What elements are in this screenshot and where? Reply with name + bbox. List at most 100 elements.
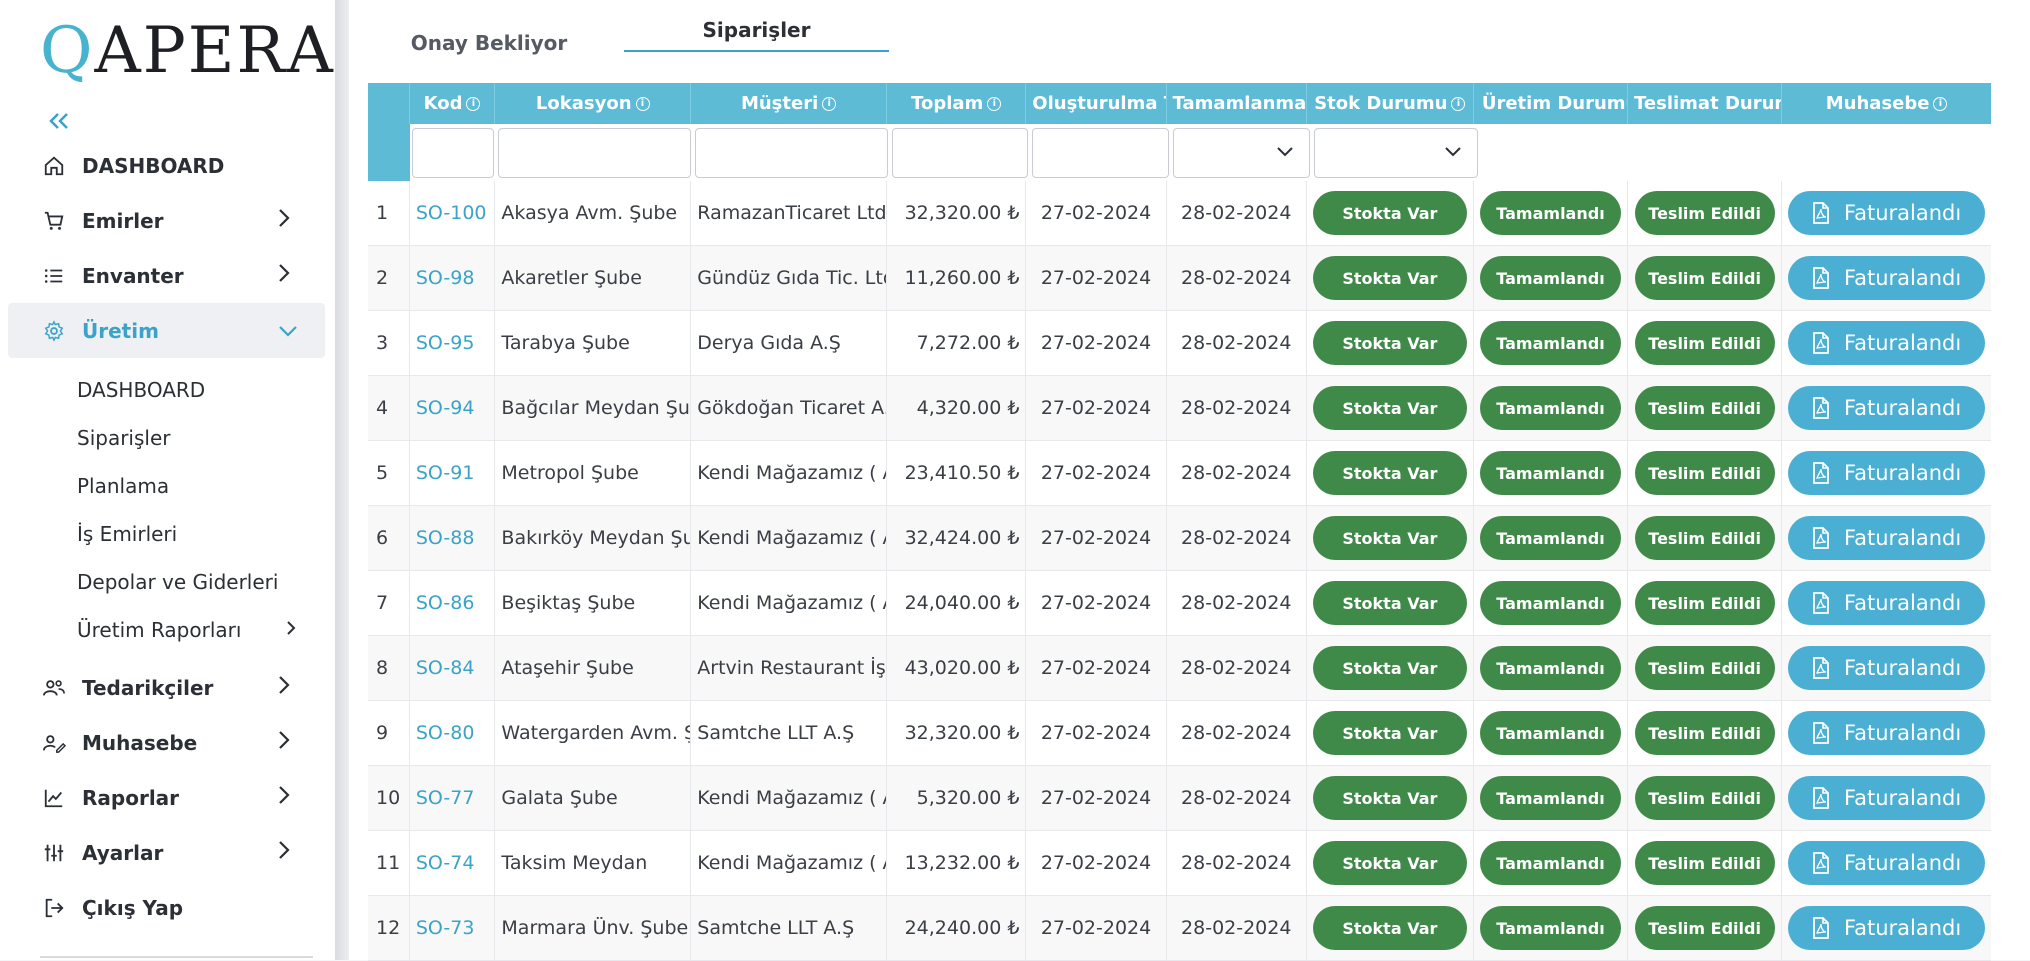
delivery-status-badge[interactable]: Teslim Edildi xyxy=(1634,711,1775,755)
sidebar-item-ayarlar[interactable]: Ayarlar xyxy=(8,825,325,880)
table-row[interactable]: 9 SO-80 Watergarden Avm. Şube Samtche LL… xyxy=(368,701,1991,766)
stock-status-badge[interactable]: Stokta Var xyxy=(1312,516,1467,560)
sidebar-item-emirler[interactable]: Emirler xyxy=(8,193,325,248)
production-status-badge[interactable]: Tamamlandı xyxy=(1479,646,1621,690)
header-musteri[interactable]: Müşteri i xyxy=(691,83,888,124)
table-row[interactable]: 6 SO-88 Bakırköy Meydan Şube Kendi Mağaz… xyxy=(368,506,1991,571)
delivery-status-badge[interactable]: Teslim Edildi xyxy=(1634,841,1775,885)
sidebar-item-muhasebe[interactable]: Muhasebe xyxy=(8,715,325,770)
stock-status-badge[interactable]: Stokta Var xyxy=(1312,841,1467,885)
order-code-link[interactable]: SO-88 xyxy=(410,506,496,570)
filter-stok-select[interactable] xyxy=(1314,127,1478,178)
table-row[interactable]: 5 SO-91 Metropol Şube Kendi Mağazamız ( … xyxy=(368,441,1991,506)
stock-status-badge[interactable]: Stokta Var xyxy=(1312,386,1467,430)
delivery-status-badge[interactable]: Teslim Edildi xyxy=(1634,386,1775,430)
sidebar-subitem-uretim-raporlari[interactable]: Üretim Raporları xyxy=(77,606,325,654)
delivery-status-badge[interactable]: Teslim Edildi xyxy=(1634,451,1775,495)
sidebar-subitem-depolar[interactable]: Depolar ve Giderleri xyxy=(77,570,279,594)
header-kod[interactable]: Kod i xyxy=(410,83,496,124)
delivery-status-badge[interactable]: Teslim Edildi xyxy=(1634,906,1775,950)
invoice-button[interactable]: Faturalandı xyxy=(1788,776,1985,820)
invoice-button[interactable]: Faturalandı xyxy=(1788,711,1985,755)
delivery-status-badge[interactable]: Teslim Edildi xyxy=(1634,516,1775,560)
production-status-badge[interactable]: Tamamlandı xyxy=(1479,776,1621,820)
table-row[interactable]: 3 SO-95 Tarabya Şube Derya Gıda A.Ş 7,27… xyxy=(368,311,1991,376)
sidebar-subitem-dashboard[interactable]: DASHBOARD xyxy=(77,378,206,402)
sidebar-item-dashboard[interactable]: DASHBOARD xyxy=(8,138,325,193)
table-row[interactable]: 1 SO-100 Akasya Avm. Şube RamazanTicaret… xyxy=(368,181,1991,246)
invoice-button[interactable]: Faturalandı xyxy=(1788,386,1985,430)
sidebar-subitem-siparisler[interactable]: Siparişler xyxy=(77,426,171,450)
header-uretim-durumu[interactable]: Üretim Durumu xyxy=(1474,83,1629,124)
header-lokasyon[interactable]: Lokasyon i xyxy=(495,83,692,124)
order-code-link[interactable]: SO-91 xyxy=(410,441,496,505)
order-code-link[interactable]: SO-95 xyxy=(410,311,496,375)
table-row[interactable]: 7 SO-86 Beşiktaş Şube Kendi Mağazamız ( … xyxy=(368,571,1991,636)
sidebar-item-envanter[interactable]: Envanter xyxy=(8,248,325,303)
order-code-link[interactable]: SO-86 xyxy=(410,571,496,635)
sidebar-item-tedarikciler[interactable]: Tedarikçiler xyxy=(8,660,325,715)
table-row[interactable]: 11 SO-74 Taksim Meydan Kendi Mağazamız (… xyxy=(368,831,1991,896)
stock-status-badge[interactable]: Stokta Var xyxy=(1312,581,1467,625)
order-code-link[interactable]: SO-73 xyxy=(410,896,496,960)
header-tamamlanmasi[interactable]: Tamamlanması xyxy=(1167,83,1307,124)
delivery-status-badge[interactable]: Teslim Edildi xyxy=(1634,581,1775,625)
header-stok-durumu[interactable]: Stok Durumu i xyxy=(1307,83,1474,124)
delivery-status-badge[interactable]: Teslim Edildi xyxy=(1634,321,1775,365)
filter-tamamlanmasi-select[interactable] xyxy=(1173,127,1310,178)
production-status-badge[interactable]: Tamamlandı xyxy=(1479,191,1621,235)
production-status-badge[interactable]: Tamamlandı xyxy=(1479,711,1621,755)
header-olusturulma[interactable]: Oluşturulma Tarihi xyxy=(1026,83,1167,124)
production-status-badge[interactable]: Tamamlandı xyxy=(1479,581,1621,625)
tab-onay-bekliyor[interactable]: Onay Bekliyor xyxy=(410,31,568,55)
order-code-link[interactable]: SO-77 xyxy=(410,766,496,830)
stock-status-badge[interactable]: Stokta Var xyxy=(1312,776,1467,820)
invoice-button[interactable]: Faturalandı xyxy=(1788,516,1985,560)
stock-status-badge[interactable]: Stokta Var xyxy=(1312,256,1467,300)
sidebar-item-logout[interactable]: Çıkış Yap xyxy=(8,880,325,935)
delivery-status-badge[interactable]: Teslim Edildi xyxy=(1634,191,1775,235)
invoice-button[interactable]: Faturalandı xyxy=(1788,451,1985,495)
invoice-button[interactable]: Faturalandı xyxy=(1788,191,1985,235)
delivery-status-badge[interactable]: Teslim Edildi xyxy=(1634,776,1775,820)
table-row[interactable]: 8 SO-84 Ataşehir Şube Artvin Restaurant … xyxy=(368,636,1991,701)
stock-status-badge[interactable]: Stokta Var xyxy=(1312,191,1467,235)
invoice-button[interactable]: Faturalandı xyxy=(1788,321,1985,365)
invoice-button[interactable]: Faturalandı xyxy=(1788,581,1985,625)
table-row[interactable]: 4 SO-94 Bağcılar Meydan Şube Gökdoğan Ti… xyxy=(368,376,1991,441)
order-code-link[interactable]: SO-100 xyxy=(410,181,496,245)
production-status-badge[interactable]: Tamamlandı xyxy=(1479,906,1621,950)
order-code-link[interactable]: SO-98 xyxy=(410,246,496,310)
table-row[interactable]: 10 SO-77 Galata Şube Kendi Mağazamız ( A… xyxy=(368,766,1991,831)
delivery-status-badge[interactable]: Teslim Edildi xyxy=(1634,256,1775,300)
invoice-button[interactable]: Faturalandı xyxy=(1788,906,1985,950)
filter-toplam-input[interactable] xyxy=(892,127,1028,178)
production-status-badge[interactable]: Tamamlandı xyxy=(1479,841,1621,885)
production-status-badge[interactable]: Tamamlandı xyxy=(1479,386,1621,430)
filter-olusturulma-input[interactable] xyxy=(1032,127,1169,178)
sidebar-item-uretim[interactable]: Üretim xyxy=(8,303,325,358)
stock-status-badge[interactable]: Stokta Var xyxy=(1312,321,1467,365)
tab-siparisler[interactable]: Siparişler xyxy=(624,10,889,52)
filter-musteri-input[interactable] xyxy=(695,127,888,178)
stock-status-badge[interactable]: Stokta Var xyxy=(1312,711,1467,755)
production-status-badge[interactable]: Tamamlandı xyxy=(1479,516,1621,560)
brand-logo[interactable]: Q APERA xyxy=(40,14,335,88)
filter-lokasyon-input[interactable] xyxy=(498,127,691,178)
header-teslimat-durumu[interactable]: Teslimat Durumu xyxy=(1628,83,1783,124)
order-code-link[interactable]: SO-94 xyxy=(410,376,496,440)
production-status-badge[interactable]: Tamamlandı xyxy=(1479,256,1621,300)
delivery-status-badge[interactable]: Teslim Edildi xyxy=(1634,646,1775,690)
stock-status-badge[interactable]: Stokta Var xyxy=(1312,906,1467,950)
stock-status-badge[interactable]: Stokta Var xyxy=(1312,451,1467,495)
sidebar-subitem-planlama[interactable]: Planlama xyxy=(77,474,170,498)
invoice-button[interactable]: Faturalandı xyxy=(1788,841,1985,885)
collapse-sidebar-icon[interactable] xyxy=(48,104,70,137)
filter-kod-input[interactable] xyxy=(412,127,494,178)
sidebar-subitem-is-emirleri[interactable]: İş Emirleri xyxy=(77,522,178,546)
invoice-button[interactable]: Faturalandı xyxy=(1788,256,1985,300)
production-status-badge[interactable]: Tamamlandı xyxy=(1479,451,1621,495)
stock-status-badge[interactable]: Stokta Var xyxy=(1312,646,1467,690)
production-status-badge[interactable]: Tamamlandı xyxy=(1479,321,1621,365)
order-code-link[interactable]: SO-80 xyxy=(410,701,496,765)
